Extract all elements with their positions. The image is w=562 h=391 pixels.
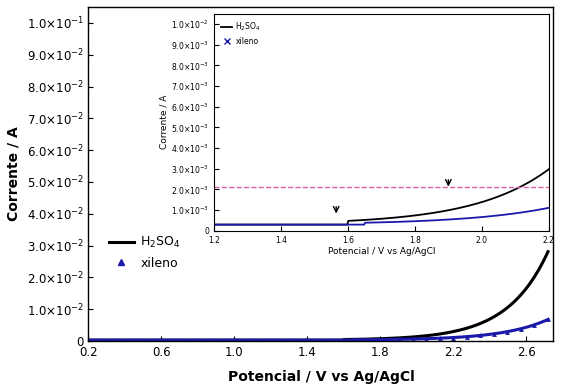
- Legend: $\mathregular{H_2SO_4}$, xileno: $\mathregular{H_2SO_4}$, xileno: [104, 230, 185, 275]
- X-axis label: Potencial / V vs Ag/AgCl: Potencial / V vs Ag/AgCl: [228, 370, 414, 384]
- Y-axis label: Corrente / A: Corrente / A: [7, 127, 21, 221]
